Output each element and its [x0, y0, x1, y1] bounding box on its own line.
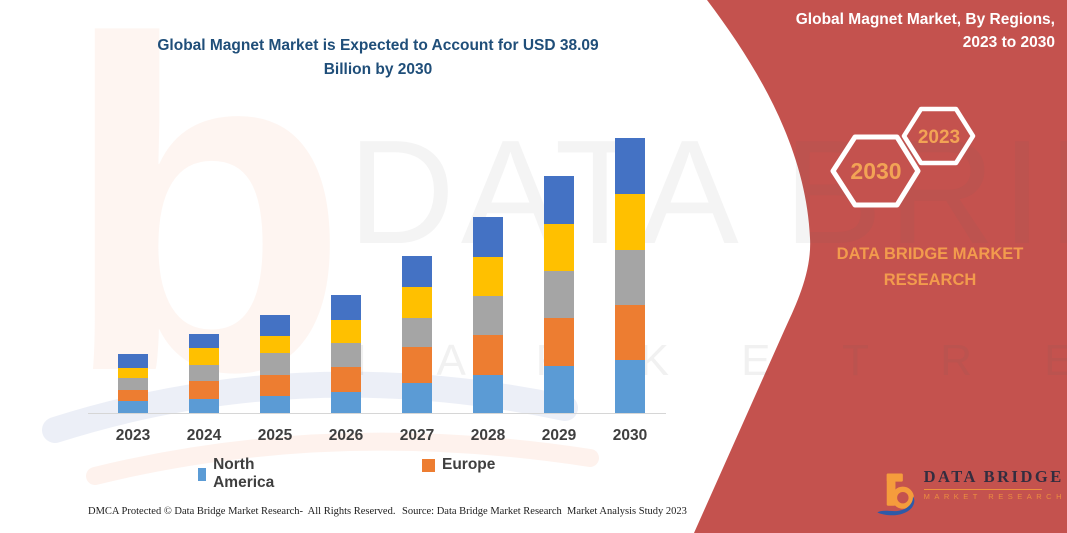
x-axis-label-2027: 2027 [399, 427, 435, 444]
bar-2025 [260, 315, 290, 413]
bar-segment-2023-north-america [118, 401, 148, 413]
bar-segment-2030-unlabeled-region-gray [615, 250, 645, 305]
bar-segment-2028-north-america [473, 375, 503, 413]
bar-segment-2028-unlabeled-region-yellow [473, 257, 503, 296]
bar-segment-2027-unlabeled-region-gray [402, 318, 432, 347]
bar-segment-2024-europe [189, 381, 219, 399]
bar-segment-2026-north-america [331, 392, 361, 413]
hexagon-2030 [830, 134, 921, 208]
bar-segment-2030-europe [615, 305, 645, 360]
databridge-b-icon [877, 473, 915, 516]
hexagon-2023-label: 2023 [918, 127, 960, 148]
bar-segment-2029-unlabeled-region-gray [544, 271, 574, 318]
bar-2023 [118, 354, 148, 413]
bar-segment-2023-unlabeled-region-yellow [118, 368, 148, 378]
bar-2029 [544, 176, 574, 413]
hexagon-2030-label: 2030 [850, 158, 901, 184]
bar-2030 [615, 138, 645, 413]
legend-swatch [422, 458, 435, 472]
legend-item-north-america: North America [198, 456, 279, 492]
bar-segment-2030-unlabeled-region-darkblue [615, 138, 645, 194]
legend-swatch [198, 467, 207, 481]
bar-segment-2025-north-america [260, 396, 290, 413]
bar-2027 [402, 256, 432, 413]
bar-segment-2027-north-america [402, 383, 432, 413]
bar-segment-2027-europe [402, 347, 432, 383]
hexagon-2023 [901, 106, 976, 166]
bar-segment-2027-unlabeled-region-darkblue [402, 256, 432, 287]
x-axis-label-2028: 2028 [470, 427, 506, 444]
bar-segment-2024-unlabeled-region-gray [189, 365, 219, 381]
x-axis-line [88, 413, 666, 414]
bar-segment-2024-unlabeled-region-yellow [189, 348, 219, 365]
bar-segment-2027-unlabeled-region-yellow [402, 287, 432, 318]
x-axis-label-2025: 2025 [257, 427, 293, 444]
bar-segment-2029-north-america [544, 366, 574, 413]
bar-segment-2025-unlabeled-region-gray [260, 353, 290, 375]
logo-divider [923, 489, 1042, 490]
legend-item-europe: Europe [422, 456, 495, 474]
legend-label: North America [213, 456, 275, 491]
bar-segment-2030-unlabeled-region-yellow [615, 194, 645, 250]
bar-segment-2028-europe [473, 335, 503, 375]
chart-title: Global Magnet Market is Expected to Acco… [118, 34, 638, 82]
bar-segment-2029-unlabeled-region-darkblue [544, 176, 574, 224]
x-axis-label-2023: 2023 [115, 427, 151, 444]
bar-segment-2023-unlabeled-region-gray [118, 378, 148, 390]
databridge-logo-text: DATA BRIDGE MARKET RESEARCH [923, 467, 1066, 501]
bar-2026 [331, 295, 361, 413]
legend-label: Europe [442, 456, 496, 473]
bar-segment-2023-europe [118, 390, 148, 401]
bar-segment-2029-unlabeled-region-yellow [544, 224, 574, 271]
chart-title-line1: Global Magnet Market is Expected to Acco… [157, 37, 599, 54]
logo-subtext: MARKET RESEARCH [923, 492, 1066, 501]
panel-brand-caption: DATA BRIDGE MARKET RESEARCH [836, 245, 1024, 289]
footer-dmca: DMCA Protected © Data Bridge Market Rese… [88, 506, 396, 517]
x-axis-label-2026: 2026 [328, 427, 364, 444]
bar-segment-2026-unlabeled-region-yellow [331, 320, 361, 343]
bar-segment-2024-north-america [189, 399, 219, 413]
x-axis-label-2030: 2030 [612, 427, 648, 444]
panel-title-line2: 2023 to 2030 [962, 34, 1055, 52]
databridge-logo: DATA BRIDGE MARKET RESEARCH [876, 458, 1066, 528]
chart-title-line2: Billion by 2030 [323, 61, 433, 79]
bar-2024 [189, 334, 219, 413]
bar-segment-2029-europe [544, 318, 574, 366]
footer-source: Source: Data Bridge Market Research Mark… [402, 506, 687, 517]
bar-segment-2024-unlabeled-region-darkblue [189, 334, 219, 348]
logo-name: DATA BRIDGE [923, 467, 1064, 486]
bar-2028 [473, 217, 503, 413]
bar-segment-2026-europe [331, 367, 361, 392]
bar-segment-2030-north-america [615, 360, 645, 413]
bar-segment-2025-unlabeled-region-yellow [260, 336, 290, 353]
x-axis-label-2029: 2029 [541, 427, 577, 444]
bar-segment-2026-unlabeled-region-gray [331, 343, 361, 367]
bar-segment-2023-unlabeled-region-darkblue [118, 354, 148, 368]
bar-segment-2025-unlabeled-region-darkblue [260, 315, 290, 336]
bar-segment-2028-unlabeled-region-gray [473, 296, 503, 335]
panel-title: Global Magnet Market, By Regions, 2023 t… [735, 8, 1055, 55]
panel-title-line1: Global Magnet Market, By Regions, [795, 11, 1055, 28]
bar-segment-2026-unlabeled-region-darkblue [331, 295, 361, 320]
bar-segment-2025-europe [260, 375, 290, 396]
x-axis-label-2024: 2024 [186, 427, 222, 444]
bar-segment-2028-unlabeled-region-darkblue [473, 217, 503, 257]
